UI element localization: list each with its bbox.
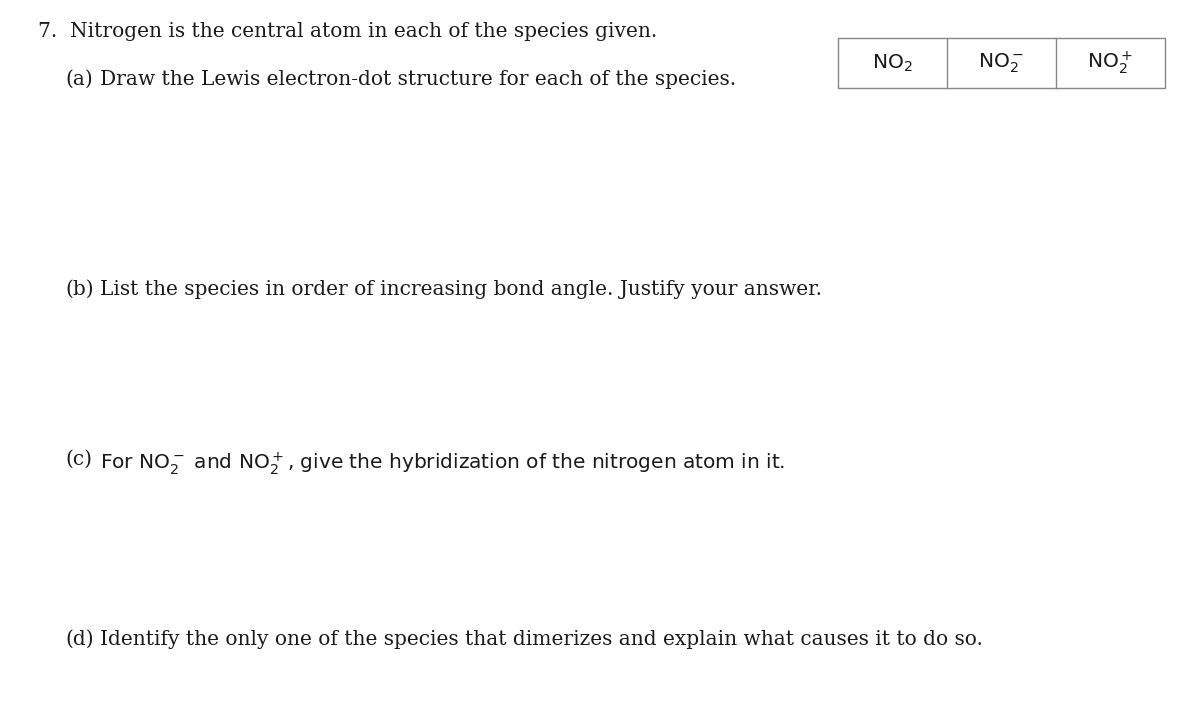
Text: For $\mathrm{NO_2^-}$ and $\mathrm{NO_2^+}$, give the hybridization of the nitro: For $\mathrm{NO_2^-}$ and $\mathrm{NO_2^… — [100, 450, 785, 476]
Text: Draw the Lewis electron-dot structure for each of the species.: Draw the Lewis electron-dot structure fo… — [100, 70, 736, 89]
Text: $\mathrm{NO_2^-}$: $\mathrm{NO_2^-}$ — [978, 51, 1025, 74]
Text: (d): (d) — [65, 630, 94, 649]
Text: Identify the only one of the species that dimerizes and explain what causes it t: Identify the only one of the species tha… — [100, 630, 983, 649]
Text: (b): (b) — [65, 280, 94, 299]
Text: $\mathrm{NO_2}$: $\mathrm{NO_2}$ — [872, 52, 913, 74]
FancyBboxPatch shape — [838, 38, 1165, 88]
Text: (a): (a) — [65, 70, 92, 89]
Text: $\mathrm{NO_2^+}$: $\mathrm{NO_2^+}$ — [1087, 50, 1134, 77]
Text: (c): (c) — [65, 450, 92, 469]
Text: List the species in order of increasing bond angle. Justify your answer.: List the species in order of increasing … — [100, 280, 822, 299]
Text: 7.  Nitrogen is the central atom in each of the species given.: 7. Nitrogen is the central atom in each … — [38, 22, 658, 41]
